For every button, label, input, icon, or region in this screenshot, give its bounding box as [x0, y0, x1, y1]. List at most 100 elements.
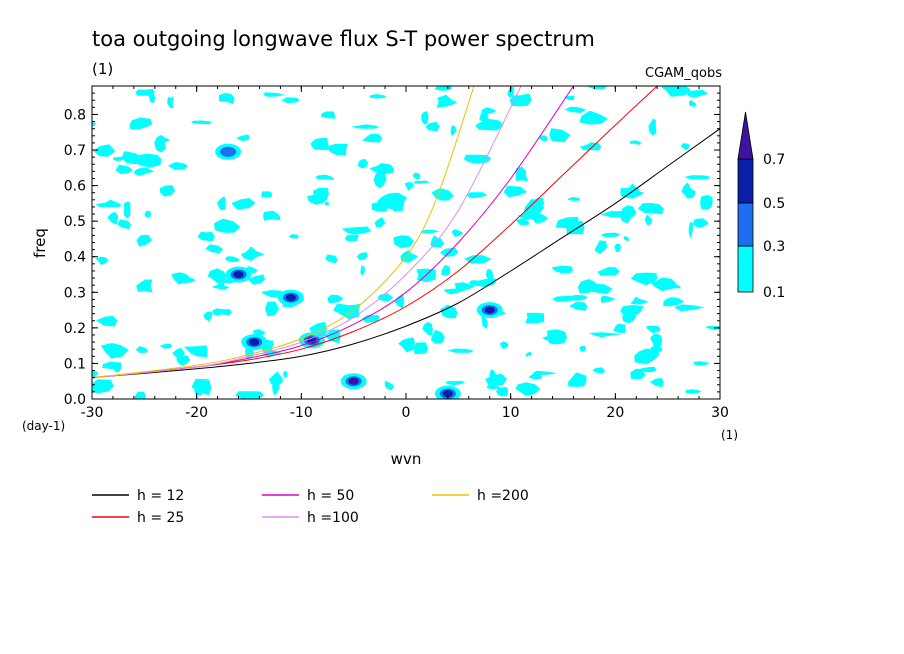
contour-patch: [217, 282, 225, 291]
contour-peak-inner: [484, 306, 495, 314]
contour-patch: [681, 143, 690, 151]
contour-patch: [447, 348, 474, 353]
contour-patch: [425, 121, 440, 132]
contour-patch: [107, 212, 119, 225]
contour-patch: [261, 191, 273, 198]
y-tick-label: 0.7: [64, 143, 86, 159]
legend-label: h = 25: [137, 510, 184, 526]
contour-patch: [113, 156, 125, 162]
y-tick-label: 0.2: [64, 321, 86, 337]
contour-patch: [306, 194, 328, 205]
contour-patch: [360, 265, 365, 276]
contour-patch: [413, 342, 428, 355]
contour-patch: [135, 88, 155, 96]
legend-label: h =200: [477, 488, 529, 504]
contour-patch: [485, 373, 507, 386]
contour-patch: [324, 201, 329, 206]
contour-patch: [481, 316, 488, 329]
contour-patch: [587, 283, 613, 295]
x-tick-label: 30: [711, 405, 729, 421]
contour-patch: [693, 218, 709, 228]
contour-patch: [123, 201, 131, 219]
contour-patch: [197, 231, 215, 242]
colorbar-arrow: [737, 111, 754, 160]
contour-patch: [269, 371, 283, 386]
contour-patch: [225, 256, 240, 262]
contour-patch: [194, 387, 204, 396]
contour-patch: [663, 297, 685, 307]
contour-patch: [532, 370, 558, 375]
contour-patch: [377, 293, 394, 302]
contour-patch: [589, 332, 621, 338]
contour-patch: [634, 348, 659, 365]
contour-patch: [569, 302, 588, 311]
experiment-label: CGAM_qobs: [645, 66, 722, 81]
contour-patch: [325, 254, 338, 264]
contour-patch: [96, 315, 118, 327]
legend-label: h = 50: [307, 488, 354, 504]
contour-patch: [113, 363, 122, 373]
contour-patch: [95, 256, 109, 265]
contour-patch: [325, 143, 348, 156]
series-line-h12: [92, 128, 720, 379]
contour-patch: [594, 240, 608, 255]
contour-patch: [100, 343, 129, 359]
contour-patch: [265, 301, 280, 317]
contour-patch: [496, 387, 509, 397]
contour-patch: [700, 194, 713, 210]
contour-patch: [93, 144, 116, 157]
contour-patch: [630, 296, 649, 305]
contour-patch: [630, 368, 647, 380]
contour-patch: [579, 110, 608, 125]
contour-patch: [393, 235, 414, 249]
series-line-h50: [92, 86, 574, 379]
contour-patch: [486, 385, 501, 390]
contour-patch: [281, 97, 300, 104]
contour-patch: [310, 137, 329, 151]
contour-patch: [159, 343, 173, 349]
contour-patch: [646, 325, 661, 334]
contour-patch: [95, 199, 121, 208]
contour-patch: [688, 221, 693, 239]
contour-patch: [567, 197, 580, 201]
contour-patch: [674, 304, 705, 312]
contour-patch: [135, 153, 162, 168]
contour-patch: [191, 120, 212, 125]
contour-patch: [649, 344, 663, 352]
dispersion-curves: [92, 86, 720, 379]
contour-patch: [333, 303, 361, 320]
contour-patch: [693, 361, 711, 366]
contour-peak-inner: [233, 271, 244, 279]
contour-patch: [172, 347, 185, 360]
contour-patch: [614, 243, 621, 253]
contour-fill-layer: [92, 86, 720, 399]
contour-patch: [579, 345, 586, 352]
contour-patch: [564, 106, 587, 113]
contour-patch: [373, 170, 387, 189]
contour-patch: [681, 182, 697, 199]
contour-patch: [263, 210, 281, 221]
contour-patch: [600, 295, 616, 303]
contour-patch: [283, 370, 288, 378]
contour-peak-inner: [285, 294, 296, 302]
contour-patch: [413, 180, 430, 184]
contour-patch: [422, 322, 433, 336]
contour-patch: [650, 333, 663, 349]
contour-patch: [515, 382, 541, 397]
contour-patch: [649, 377, 664, 388]
contour-patch: [420, 229, 440, 234]
contour-patch: [481, 118, 504, 127]
contour-patch: [434, 86, 453, 91]
chart-title: toa outgoing longwave flux S-T power spe…: [92, 27, 595, 51]
legend: h = 12 h = 25 h = 50 h =100 h =200: [92, 488, 529, 526]
contour-patch: [585, 86, 607, 90]
contour-patch: [92, 379, 114, 394]
contour-patch: [686, 89, 709, 98]
contour-patch: [648, 118, 657, 136]
contour-patch: [685, 389, 702, 394]
contour-patch: [444, 288, 465, 295]
contour-patch: [398, 337, 415, 353]
contour-patch: [451, 229, 464, 237]
contour-patch: [436, 94, 458, 108]
contour-patch: [136, 279, 153, 293]
